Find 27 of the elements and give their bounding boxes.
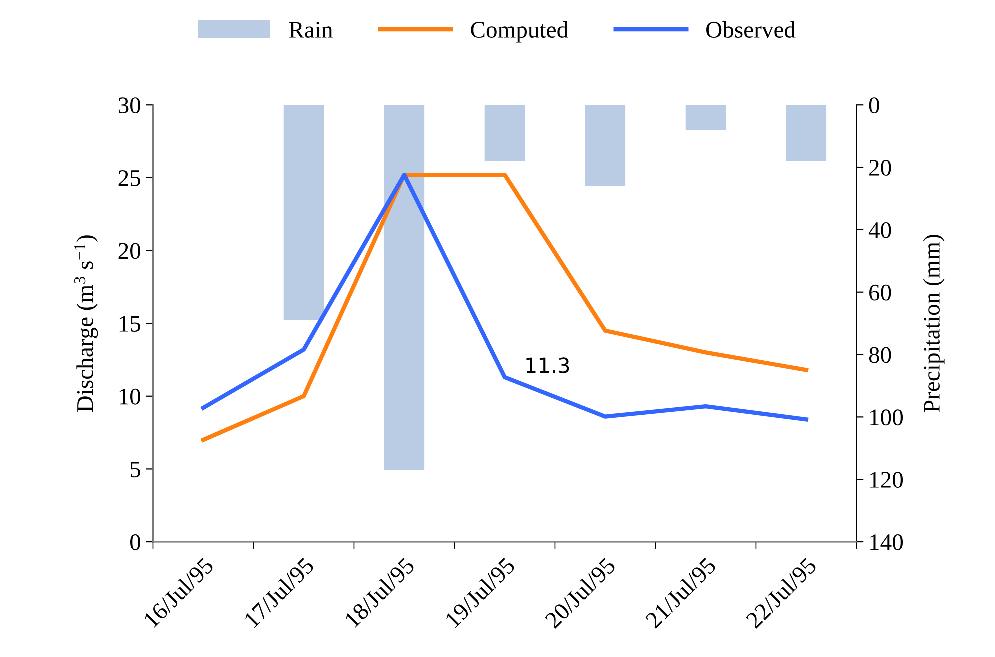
y2-tick-label: 120: [870, 472, 904, 488]
y2-tick-label: 0: [869, 98, 880, 114]
y-axis-title: Discharge (m$^{3}$ s$^{−1}$): [74, 236, 98, 412]
y-tick-label: 5: [130, 462, 140, 478]
y-tick-label: 10: [120, 388, 141, 405]
y-tick-label: 0: [130, 534, 141, 550]
y2-tick-label: 80: [869, 347, 892, 364]
legend-label: Computed: [471, 21, 568, 43]
y-tick-label: 20: [118, 243, 141, 260]
y2-tick-label: 140: [870, 534, 904, 550]
y2-tick-label: 40: [868, 222, 892, 238]
y-tick-label: 15: [120, 316, 140, 332]
bar: [484, 105, 526, 162]
bar: [585, 105, 626, 186]
y2-tick-label: 60: [870, 284, 892, 301]
bar: [384, 105, 425, 470]
annotation: 11.3: [526, 358, 570, 374]
y2-tick-label: 20: [870, 160, 892, 176]
y2-tick-label: 100: [870, 410, 904, 426]
legend-label: Rain: [289, 22, 333, 38]
legend-label: Observed: [706, 21, 796, 38]
bar: [284, 105, 324, 320]
y2-axis-title: Precipitation (mm): [923, 235, 945, 412]
y-tick-label: 25: [118, 170, 140, 186]
bar: [786, 105, 827, 162]
y-tick-label: 30: [118, 98, 141, 114]
bar: [686, 105, 726, 130]
